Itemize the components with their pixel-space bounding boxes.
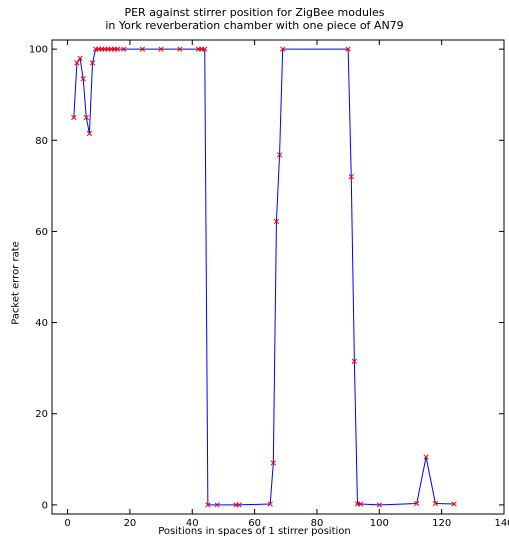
data-point (202, 46, 208, 52)
data-point (345, 46, 351, 52)
data-point-stroke (451, 501, 457, 507)
data-point (139, 46, 146, 52)
x-tick-label: 80 (311, 518, 324, 529)
data-point-stroke (348, 174, 354, 180)
data-point-stroke (270, 460, 276, 466)
data-point-stroke (376, 502, 382, 508)
data-point-stroke (280, 46, 286, 52)
data-point-stroke (86, 130, 93, 137)
data-point-stroke (74, 60, 80, 66)
x-tick-label: 100 (370, 518, 389, 529)
data-point (357, 501, 364, 507)
data-point (80, 76, 86, 82)
data-point (89, 60, 96, 66)
y-tick-label: 40 (35, 318, 48, 329)
data-point (423, 454, 429, 460)
data-point-stroke (80, 76, 86, 82)
data-point-stroke (158, 46, 164, 52)
x-tick-label: 60 (248, 518, 261, 529)
axes-frame (51, 39, 505, 515)
data-point (205, 502, 211, 508)
x-tick-label: 0 (64, 518, 70, 529)
data-point-stroke (276, 152, 283, 158)
y-tick-label: 20 (35, 409, 48, 420)
data-point (74, 60, 80, 66)
data-point (273, 218, 280, 225)
data-point (214, 502, 220, 508)
data-point-stroke (114, 46, 121, 52)
data-point (270, 460, 276, 466)
data-point-stroke (214, 502, 220, 508)
plot-content (71, 46, 457, 508)
x-tick-label: 140 (494, 518, 509, 529)
y-axis-label: Packet error rate (10, 241, 22, 325)
data-point-stroke (423, 454, 429, 460)
data-point-stroke (273, 218, 280, 225)
data-point (414, 500, 420, 507)
data-point-stroke (177, 46, 183, 52)
data-point-stroke (345, 46, 351, 52)
series-line (73, 48, 455, 506)
x-tick-label: 40 (186, 518, 199, 529)
data-point-stroke (205, 502, 211, 508)
data-point-stroke (89, 60, 96, 66)
data-point (267, 501, 273, 507)
x-axis-label: Positions in spaces of 1 stirrer positio… (158, 526, 351, 537)
data-point-stroke (357, 501, 364, 507)
y-tick-label: 60 (35, 227, 48, 238)
data-point-stroke (71, 114, 77, 121)
data-point (121, 46, 127, 52)
data-point (83, 114, 89, 121)
data-point (86, 130, 93, 137)
data-point-stroke (432, 500, 439, 507)
data-point (236, 502, 242, 508)
data-point-stroke (414, 500, 420, 507)
y-tick-label: 100 (29, 45, 48, 56)
data-point-stroke (83, 114, 89, 121)
data-point (280, 46, 286, 52)
data-point (71, 114, 77, 121)
data-point (451, 501, 457, 507)
data-point (432, 500, 439, 507)
data-point-stroke (121, 46, 127, 52)
data-point (351, 358, 358, 364)
chart-title-line-2: in York reverberation chamber with one p… (105, 19, 404, 32)
data-point (177, 46, 183, 52)
data-point (114, 46, 121, 52)
data-point (158, 46, 164, 52)
data-point-stroke (77, 55, 83, 61)
data-point-stroke (267, 501, 273, 507)
data-point-stroke (202, 46, 208, 52)
data-point (348, 174, 354, 180)
y-tick-label: 80 (35, 136, 48, 147)
data-point-stroke (139, 46, 146, 52)
data-point-stroke (351, 358, 358, 364)
data-point (77, 55, 83, 61)
y-tick-label: 0 (42, 500, 48, 511)
axis-ticks: 0 20 40 60 80 100 120 140 0 20 40 60 80 100 (29, 40, 509, 529)
x-tick-label: 20 (124, 518, 137, 529)
x-tick-label: 120 (432, 518, 451, 529)
chart-title-line-1: PER against stirrer position for ZigBee … (124, 6, 385, 19)
data-point (276, 152, 283, 158)
data-point-stroke (236, 502, 242, 508)
data-point (376, 502, 382, 508)
